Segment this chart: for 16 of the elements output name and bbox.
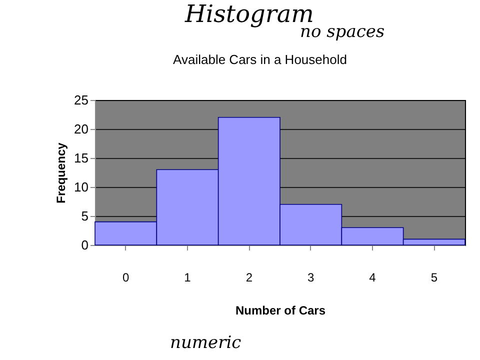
y-tick-label: 0 — [81, 238, 88, 252]
y-tick-label: 10 — [74, 180, 88, 194]
x-tick-label: 5 — [430, 270, 438, 284]
y-tick-label: 15 — [74, 150, 88, 166]
x-tick-label: 2 — [246, 270, 253, 284]
x-tick-label: 1 — [184, 270, 192, 284]
text: numeric — [170, 333, 242, 353]
y-tick-label: 25 — [74, 92, 88, 108]
y-tick-label: 5 — [81, 208, 88, 224]
x-tick-label: 4 — [369, 270, 376, 284]
chart-title: Available Cars in a Household — [173, 52, 347, 67]
x-axis-title: Number of Cars — [235, 304, 326, 318]
y-axis-title: Frequency — [54, 142, 68, 204]
x-tick-label: 0 — [122, 270, 130, 284]
x-tick-label: 3 — [307, 270, 314, 284]
y-tick-label: 20 — [74, 122, 88, 136]
